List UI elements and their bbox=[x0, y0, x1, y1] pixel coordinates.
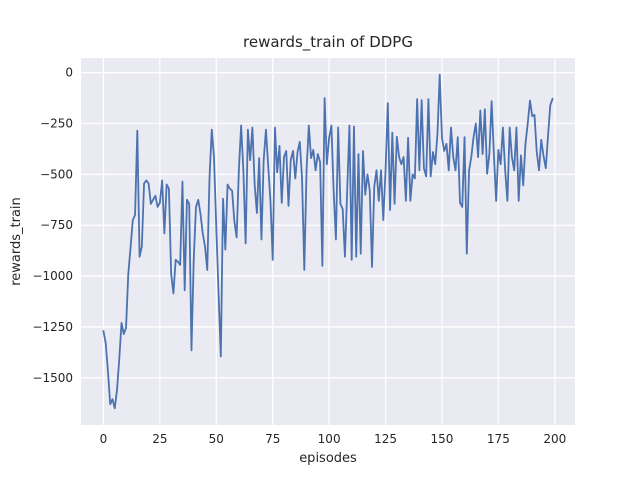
x-tick-label: 150 bbox=[431, 432, 454, 446]
reward-line bbox=[102, 73, 554, 410]
tick-labels: 0 25 50 75 100 125 150 175 200 0 −250 −500 −750 −1000… bbox=[32, 66, 566, 446]
x-tick-label: 0 bbox=[100, 432, 108, 446]
x-tick-label: 175 bbox=[487, 432, 510, 446]
y-tick-label: −750 bbox=[40, 218, 73, 232]
y-tick-label: 0 bbox=[65, 66, 73, 80]
y-tick-label: −1000 bbox=[32, 269, 73, 283]
x-tick-label: 200 bbox=[543, 432, 566, 446]
y-tick-label: −250 bbox=[40, 117, 73, 131]
x-tick-label: 25 bbox=[152, 432, 167, 446]
y-tick-label: −1250 bbox=[32, 320, 73, 334]
x-tick-label: 75 bbox=[265, 432, 280, 446]
chart-title: rewards_train of DDPG bbox=[243, 33, 413, 52]
x-axis-label: episodes bbox=[299, 451, 357, 466]
x-tick-label: 50 bbox=[209, 432, 224, 446]
plot-area bbox=[81, 58, 575, 425]
y-tick-label: −500 bbox=[40, 167, 73, 181]
y-axis-label: rewards_train bbox=[9, 197, 24, 286]
gridlines bbox=[81, 58, 575, 425]
x-tick-label: 100 bbox=[318, 432, 341, 446]
y-tick-label: −1500 bbox=[32, 371, 73, 385]
line-layer bbox=[102, 73, 554, 410]
x-tick-label: 125 bbox=[374, 432, 397, 446]
